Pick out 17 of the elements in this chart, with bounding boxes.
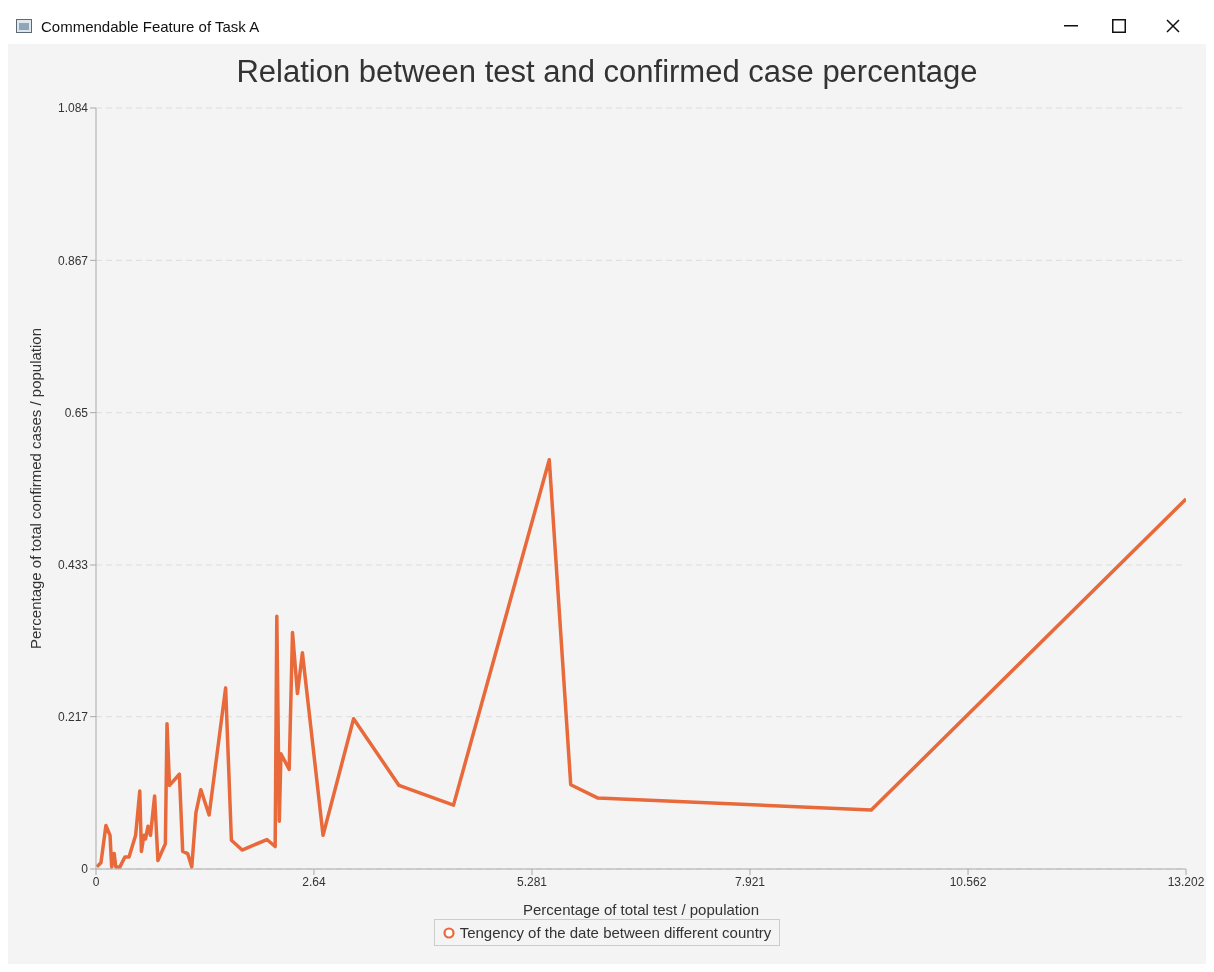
x-tick-label: 13.202 [1167,874,1205,889]
y-tick-label: 0.867 [57,253,89,268]
y-tick-label: 0 [81,862,89,877]
y-tick-label: 0.217 [57,709,89,724]
y-tick-label: 0.433 [57,558,89,573]
x-tick-label: 7.921 [734,874,766,889]
y-tick-label: 0.65 [64,405,89,420]
legend-label: Tengency of the date between different country [458,924,772,941]
chart-title: Relation between test and confirmed case percentage [235,54,979,91]
text: Commendable Feature of Task A [41,17,260,35]
y-axis-title: Percentage of total confirmed cases / population [27,327,45,650]
x-axis-title: Percentage of total test / population [523,901,759,918]
x-tick-label: 10.562 [949,874,987,889]
x-tick-label: 0 [92,874,100,889]
x-tick-label: 2.64 [302,874,326,889]
x-tick-label: 5.281 [517,874,548,889]
y-tick-label: 1.084 [57,101,89,116]
